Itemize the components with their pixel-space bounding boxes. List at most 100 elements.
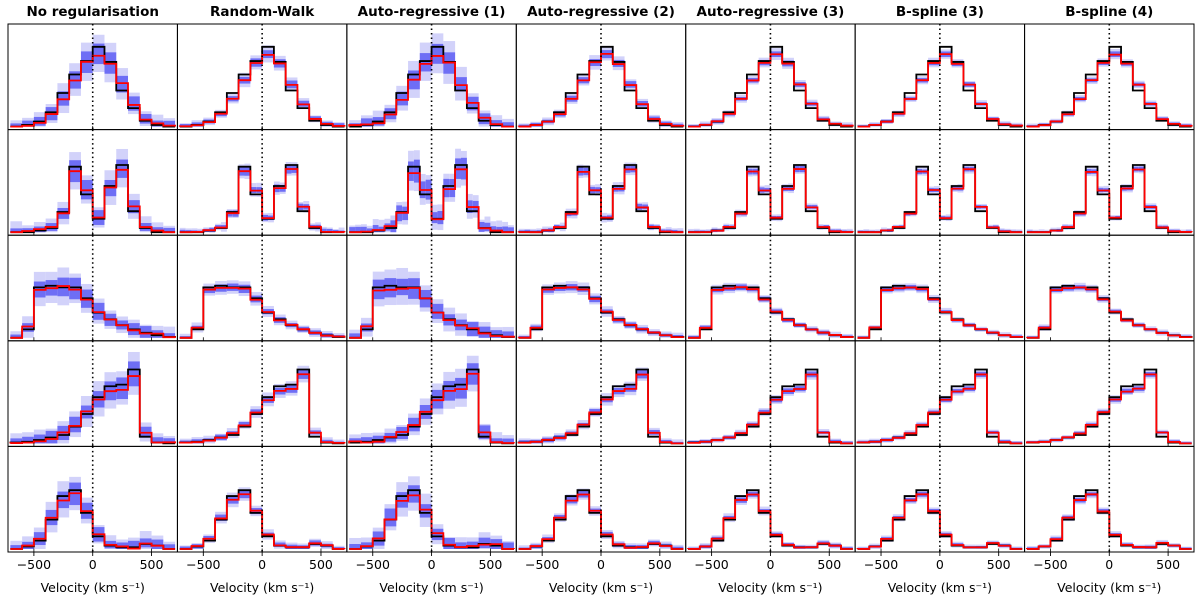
panel-plot-area — [10, 24, 176, 130]
outer-band — [677, 228, 684, 233]
inner-band — [116, 75, 129, 93]
outer-band — [496, 220, 503, 233]
inner-band — [69, 416, 81, 433]
inner-band — [10, 123, 23, 127]
inner-band — [185, 230, 192, 233]
median-line — [517, 168, 684, 234]
outer-band — [490, 432, 503, 444]
panel-r3-c3 — [346, 234, 517, 342]
x-axis-label: Velocity (km s⁻¹) — [379, 580, 483, 595]
inner-band — [128, 96, 140, 111]
outer-band — [191, 228, 198, 233]
x-tick-label: 500 — [648, 557, 672, 572]
panel-plot-area — [856, 340, 1023, 447]
median-line — [1026, 493, 1192, 550]
outer-band — [349, 537, 361, 549]
inner-band — [396, 426, 409, 440]
truth-line — [10, 45, 176, 128]
inner-band — [163, 333, 176, 338]
panel-plot-area — [687, 340, 853, 447]
panel-plot-area — [349, 129, 514, 236]
panel-plot-area — [10, 446, 176, 552]
panels — [7, 23, 1195, 553]
inner-band — [92, 43, 105, 65]
panel-plot-area — [856, 446, 1023, 552]
x-tick-label: 0 — [597, 557, 605, 572]
median-line — [1026, 373, 1192, 445]
inner-band — [455, 77, 467, 92]
inner-band — [22, 436, 34, 444]
inner-band — [360, 437, 373, 444]
x-axes: −500 0 500 Velocity (km s⁻¹) −500 0 500 Velocit… — [17, 552, 1180, 595]
panel-plot-area — [178, 340, 346, 447]
inner-band — [10, 228, 23, 233]
inner-band — [419, 53, 432, 72]
inner-band — [502, 438, 514, 444]
inner-band — [10, 334, 23, 338]
truth-line — [349, 45, 514, 128]
inner-band — [490, 438, 503, 444]
panel-plot-area — [517, 24, 685, 130]
panel-plot-area — [348, 24, 514, 130]
outer-band — [846, 228, 853, 233]
inner-band — [455, 542, 467, 549]
outer-band — [671, 439, 684, 444]
x-tick-label: −500 — [17, 557, 51, 572]
inner-band — [536, 230, 543, 233]
panel-r1-c7 — [1024, 23, 1195, 131]
x-tick-label: 500 — [1156, 557, 1180, 572]
x-tick-label: 0 — [936, 557, 944, 572]
inner-band — [33, 434, 46, 444]
panel-r1-c1 — [7, 23, 178, 131]
inner-band — [408, 485, 420, 503]
x-tick-label: 0 — [1105, 557, 1113, 572]
x-axis-col-4: −500 0 500 Velocity (km s⁻¹) — [525, 552, 672, 595]
outer-band — [197, 228, 204, 233]
panel-plot-area — [1026, 446, 1192, 552]
column-title-5: Auto-regressive (3) — [697, 4, 845, 20]
outer-band — [10, 433, 23, 444]
panel-r3-c7 — [1024, 234, 1195, 342]
median-line — [857, 168, 1023, 234]
panel-r2-c5 — [685, 129, 856, 236]
median-line — [518, 493, 684, 550]
inner-band — [10, 545, 23, 549]
panel-r4-c2 — [176, 340, 348, 447]
outer-band — [1179, 229, 1186, 233]
inner-band — [431, 43, 444, 64]
outer-band — [1044, 229, 1051, 233]
median-line — [517, 52, 685, 128]
inner-band — [22, 323, 34, 332]
median-line — [856, 373, 1023, 445]
inner-band — [413, 159, 420, 183]
outer-band — [1038, 229, 1045, 233]
panel-plot-area — [1026, 340, 1192, 447]
inner-band — [671, 546, 684, 549]
column-title-2: Random-Walk — [210, 4, 315, 20]
inner-band — [502, 226, 509, 233]
median-line — [178, 373, 346, 444]
panel-plot-area — [179, 129, 346, 236]
outer-band — [1010, 229, 1017, 233]
column-title-6: B-spline (3) — [896, 4, 984, 20]
panel-r3-c4 — [515, 234, 687, 342]
x-tick-label: 500 — [478, 557, 502, 572]
panel-r5-c7 — [1024, 445, 1195, 553]
inner-band — [518, 124, 531, 127]
panel-r1-c5 — [685, 23, 856, 131]
x-axis-col-6: −500 0 500 Velocity (km s⁻¹) — [864, 552, 1011, 595]
panel-plot-area — [1026, 129, 1193, 236]
inner-band — [484, 222, 491, 232]
median-line — [9, 375, 176, 444]
inner-band — [22, 120, 34, 127]
panel-plot-area — [857, 24, 1024, 130]
panel-plot-area — [687, 446, 853, 552]
outer-band — [10, 221, 23, 233]
x-tick-label: 0 — [89, 557, 97, 572]
inner-band — [431, 528, 444, 541]
inner-band — [163, 227, 176, 233]
panel-r1-c2 — [176, 23, 348, 131]
inner-band — [396, 492, 409, 508]
inner-band — [128, 361, 140, 387]
